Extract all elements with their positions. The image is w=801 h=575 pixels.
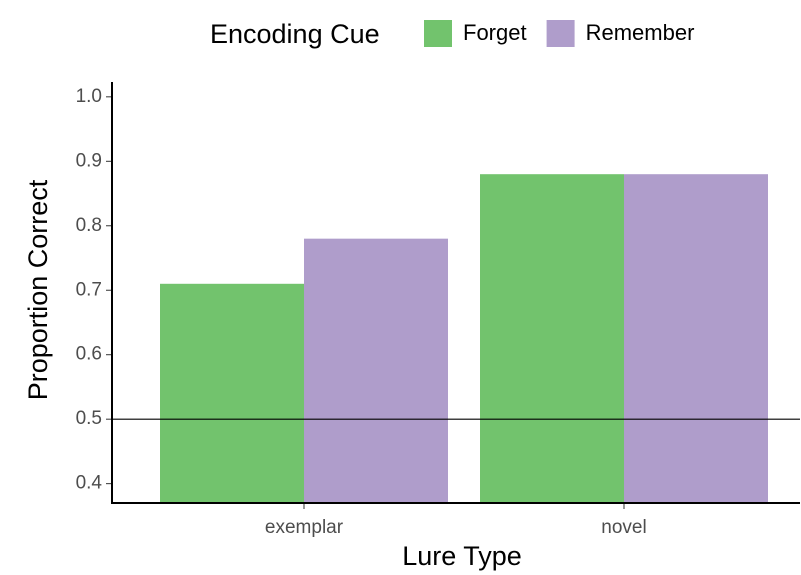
x-axis-label: Lure Type (402, 541, 522, 571)
legend-label: Forget (463, 20, 527, 45)
y-tick-label: 0.8 (76, 215, 102, 236)
legend-swatch (546, 20, 575, 47)
x-tick-label: exemplar (265, 517, 344, 538)
y-tick-label: 1.0 (76, 86, 102, 107)
bar (480, 174, 624, 503)
bar (304, 238, 448, 504)
legend-title: Encoding Cue (210, 19, 380, 49)
y-tick-label: 0.4 (76, 473, 103, 494)
legend-label: Remember (586, 20, 695, 45)
y-tick-label: 0.7 (76, 279, 102, 300)
y-axis-label: Proportion Correct (23, 179, 53, 400)
y-tick-label: 0.5 (76, 408, 102, 429)
y-tick-label: 0.6 (76, 344, 102, 365)
x-tick-label: novel (601, 517, 646, 538)
bar (624, 174, 768, 503)
bar (160, 283, 304, 503)
legend-swatch (424, 20, 452, 47)
y-tick-label: 0.9 (76, 150, 102, 171)
